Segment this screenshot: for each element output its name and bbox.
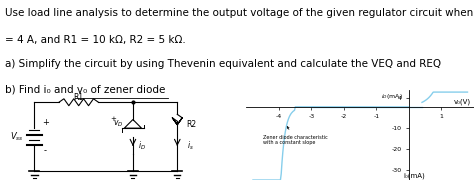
- Text: $i_D$: $i_D$: [137, 139, 146, 152]
- Text: $v_D$: $v_D$: [113, 119, 123, 129]
- Text: $V_{ss}$: $V_{ss}$: [10, 130, 24, 143]
- Text: $i_s$: $i_s$: [187, 139, 194, 152]
- Text: v₀(V): v₀(V): [454, 98, 471, 105]
- Text: a) Simplify the circuit by using Thevenin equivalent and calculate the VEQ and R: a) Simplify the circuit by using Theveni…: [5, 59, 441, 69]
- Text: $i_D$(mA): $i_D$(mA): [381, 92, 402, 101]
- Text: Use load line analysis to determine the output voltage of the given regulator ci: Use load line analysis to determine the …: [5, 8, 474, 18]
- Text: +: +: [110, 116, 116, 122]
- Text: R2: R2: [186, 120, 196, 129]
- Text: = 4 A, and R1 = 10 kΩ, R2 = 5 kΩ.: = 4 A, and R1 = 10 kΩ, R2 = 5 kΩ.: [5, 35, 185, 45]
- Text: b) Find i₀ and v₀ of zener diode: b) Find i₀ and v₀ of zener diode: [5, 84, 165, 94]
- Text: +: +: [42, 118, 49, 127]
- Text: R1: R1: [73, 93, 84, 102]
- Text: -: -: [44, 146, 47, 155]
- Text: i₀(mA): i₀(mA): [403, 173, 425, 179]
- Text: Zener diode characteristic
with a constant slope: Zener diode characteristic with a consta…: [263, 127, 328, 145]
